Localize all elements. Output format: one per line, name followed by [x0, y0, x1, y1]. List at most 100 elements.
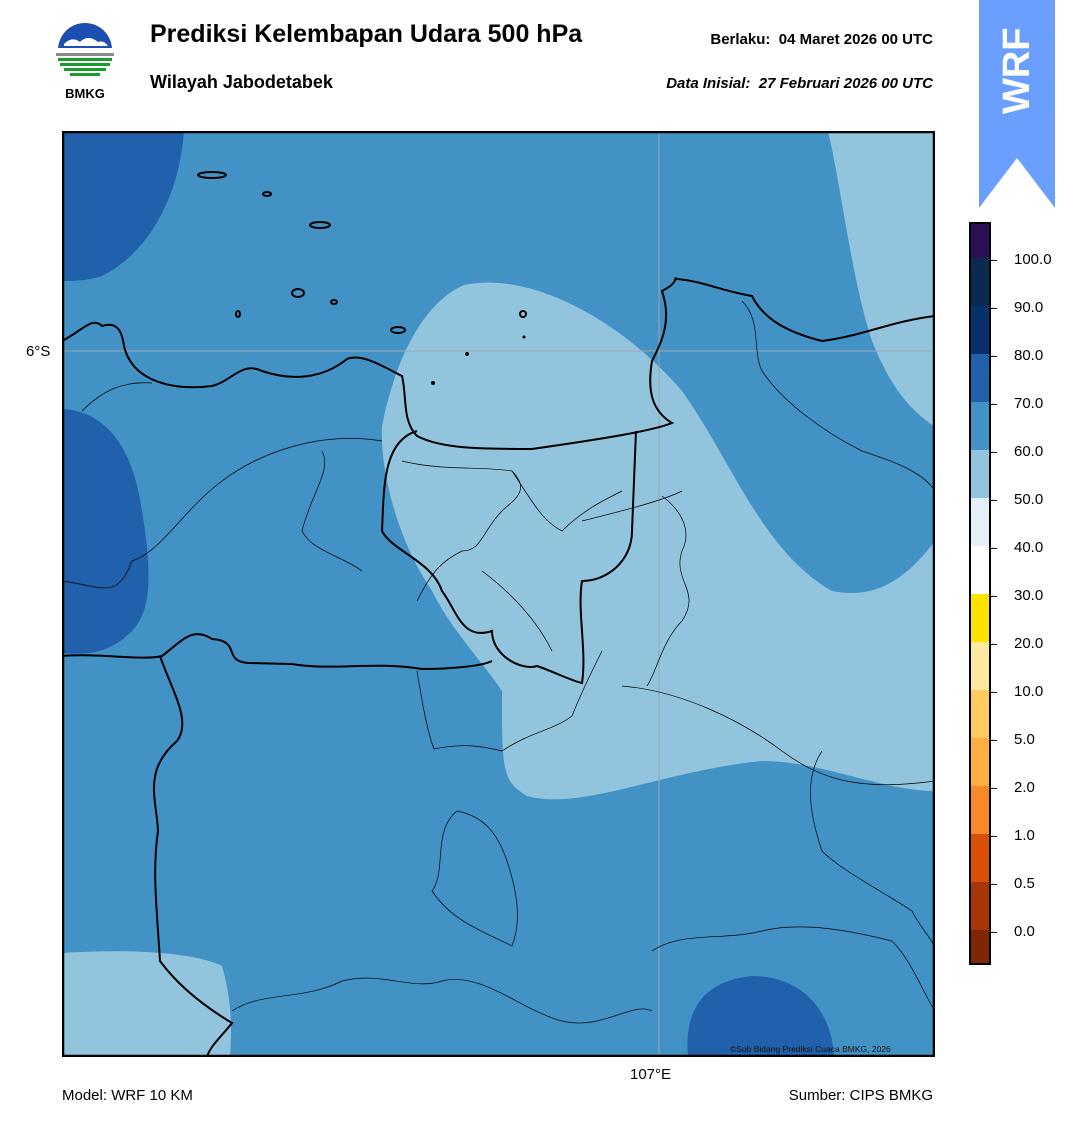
- source-label: Sumber: CIPS BMKG: [788, 1087, 933, 1104]
- valid-value: 04 Maret 2026 00 UTC: [778, 31, 933, 48]
- logo-text: BMKG: [65, 86, 105, 101]
- colorbar-tick: [991, 692, 997, 693]
- regency-border: [810, 750, 935, 952]
- regency-border: [416, 670, 503, 752]
- init-value: 27 Februari 2026 00 UTC: [758, 75, 933, 92]
- regency-border: [581, 490, 683, 522]
- island: [309, 221, 331, 229]
- colorbar-tick: [991, 884, 997, 885]
- island: [235, 310, 241, 318]
- regency-border: [431, 810, 518, 947]
- colorbar-tick: [991, 452, 997, 453]
- colorbar-segment: [971, 834, 989, 882]
- init-time: Data Inisial: 27 Februari 2026 00 UTC: [560, 75, 933, 92]
- regency-border: [651, 926, 935, 1012]
- colorbar-tick: [991, 836, 997, 837]
- colorbar-tick: [991, 548, 997, 549]
- colorbar-tick: [991, 404, 997, 405]
- colorbar-segment: [971, 594, 989, 642]
- bmkg-logo-icon: [50, 20, 120, 102]
- colorbar-segment: [971, 402, 989, 450]
- colorbar-tick: [991, 500, 997, 501]
- colorbar-tick-label: 60.0: [1014, 443, 1044, 460]
- humidity-60-70-central: [381, 282, 935, 800]
- wrf-badge-text: WRF: [979, 14, 1055, 124]
- regency-border: [62, 438, 383, 589]
- humidity-map: [62, 131, 935, 1057]
- colorbar-tick: [991, 644, 997, 645]
- colorbar-segment: [971, 882, 989, 930]
- valid-time: Berlaku: 04 Maret 2026 00 UTC: [600, 31, 933, 48]
- model-label: Model: WRF 10 KM: [62, 1087, 193, 1104]
- colorbar-tick: [991, 308, 997, 309]
- province-border: [62, 633, 493, 671]
- colorbar-segment: [971, 450, 989, 498]
- colorbar-tick-label: 30.0: [1014, 587, 1044, 604]
- colorbar-segment: [971, 224, 989, 258]
- colorbar-tick: [991, 356, 997, 357]
- colorbar-tick-label: 80.0: [1014, 347, 1044, 364]
- island: [431, 381, 435, 385]
- regency-border: [301, 450, 363, 572]
- colorbar-segment: [971, 690, 989, 738]
- colorbar-segment: [971, 642, 989, 690]
- humidity-80-90-northwest: [62, 131, 184, 281]
- colorbar: [969, 222, 991, 965]
- wrf-badge: [979, 0, 1055, 208]
- colorbar-tick-label: 10.0: [1014, 683, 1044, 700]
- colorbar-segment: [971, 306, 989, 354]
- valid-label: Berlaku:: [710, 31, 771, 48]
- colorbar-segment: [971, 354, 989, 402]
- page-subtitle: Wilayah Jabodetabek: [150, 72, 333, 92]
- island: [465, 352, 469, 356]
- colorbar-tick: [991, 740, 997, 741]
- humidity-80-90-west: [62, 409, 149, 654]
- humidity-60-70-southwest: [62, 951, 232, 1057]
- svg-text:WRF: WRF: [996, 27, 1038, 114]
- colorbar-segment: [971, 498, 989, 546]
- colorbar-tick-label: 1.0: [1014, 827, 1035, 844]
- map-copyright: ©Sub Bidang Prediksi Cuaca BMKG, 2026: [730, 1044, 891, 1054]
- colorbar-tick-label: 5.0: [1014, 731, 1035, 748]
- island: [291, 288, 305, 298]
- regency-border: [646, 495, 690, 687]
- page-title: Prediksi Kelembapan Udara 500 hPa: [150, 20, 583, 48]
- colorbar-tick: [991, 596, 997, 597]
- colorbar-tick: [991, 932, 997, 933]
- regency-border: [501, 650, 603, 752]
- regency-border: [401, 460, 521, 602]
- colorbar-segment: [971, 786, 989, 834]
- colorbar-tick: [991, 260, 997, 261]
- colorbar-tick-label: 20.0: [1014, 635, 1044, 652]
- lat-label: 6°S: [26, 343, 51, 360]
- island: [390, 326, 406, 334]
- regency-border: [741, 300, 935, 492]
- coastline: [62, 277, 935, 451]
- province-border: [380, 430, 637, 685]
- regency-border: [621, 685, 935, 786]
- colorbar-segment: [971, 546, 989, 594]
- colorbar-segment: [971, 930, 989, 963]
- colorbar-tick-label: 0.5: [1014, 875, 1035, 892]
- island: [522, 335, 526, 339]
- island: [197, 171, 227, 179]
- regency-border: [231, 977, 653, 1024]
- humidity-60-70-northeast: [828, 131, 935, 427]
- humidity-80-90-south: [687, 976, 834, 1057]
- colorbar-segment: [971, 738, 989, 786]
- colorbar-tick-label: 90.0: [1014, 299, 1044, 316]
- colorbar-tick-label: 40.0: [1014, 539, 1044, 556]
- regency-border: [511, 470, 623, 532]
- colorbar-tick-label: 70.0: [1014, 395, 1044, 412]
- regency-border: [481, 570, 553, 652]
- colorbar-tick-label: 2.0: [1014, 779, 1035, 796]
- init-label: Data Inisial:: [666, 75, 751, 92]
- island: [519, 310, 527, 318]
- island: [330, 299, 338, 305]
- colorbar-tick: [991, 788, 997, 789]
- lon-label: 107°E: [630, 1066, 672, 1083]
- colorbar-tick-label: 0.0: [1014, 923, 1035, 940]
- colorbar-tick-label: 100.0: [1014, 251, 1052, 268]
- island: [262, 191, 272, 197]
- colorbar-tick-label: 50.0: [1014, 491, 1044, 508]
